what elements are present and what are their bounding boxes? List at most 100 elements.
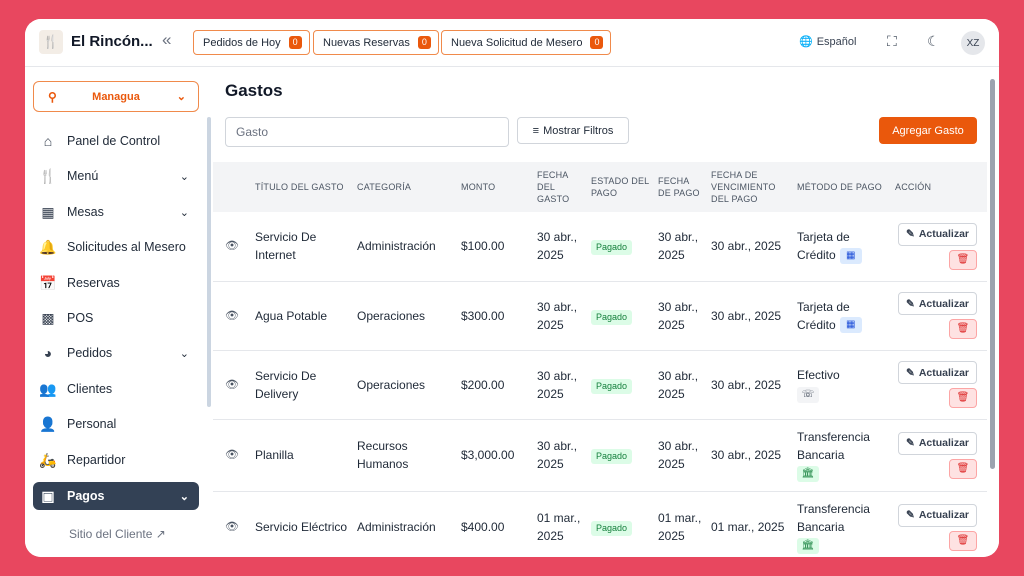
sidebar-item-menu[interactable]: 🍴 Menú ⌄ — [33, 162, 199, 190]
sidebar-item-label: POS — [67, 311, 94, 325]
sidebar-item-dashboard[interactable]: ⌂ Panel de Control — [33, 127, 199, 155]
chevron-down-icon: ⌄ — [176, 91, 186, 103]
sidebar-item-delivery[interactable]: 🛵 Repartidor — [33, 446, 199, 474]
language-label: Español — [816, 35, 857, 48]
client-site-link[interactable]: Sitio del Cliente ↗ — [69, 527, 166, 541]
update-button[interactable]: ✎ Actualizar — [898, 431, 977, 455]
delete-trash-icon[interactable]: 🗑 — [949, 249, 977, 270]
sidebar-item-pos[interactable]: ▩ POS — [33, 304, 199, 332]
fullscreen-icon[interactable]: ⛶ — [887, 33, 897, 49]
column-header: Acción — [891, 162, 987, 212]
client-site-label: Sitio del Cliente — [69, 527, 153, 541]
cash-icon: ☏ — [797, 386, 819, 403]
payment-method-label: Tarjeta de Crédito — [797, 299, 850, 332]
cloche-icon: ◕ — [43, 345, 53, 361]
status-badge: Pagado — [591, 378, 633, 394]
delete-trash-icon[interactable]: 🗑 — [949, 388, 977, 408]
expense-title: Planilla — [251, 419, 353, 492]
waiter-requests-pill[interactable]: Nueva Solicitud de Mesero 0 — [441, 30, 612, 55]
view-eye-icon[interactable]: 👁 — [213, 350, 251, 420]
sidebar-scrollbar[interactable] — [207, 117, 211, 407]
staff-icon: 👤 — [39, 415, 57, 432]
collapse-sidebar-icon[interactable]: « — [162, 30, 172, 49]
main-scrollbar[interactable] — [990, 79, 995, 469]
expense-amount: $300.00 — [457, 281, 533, 351]
users-icon: 👥 — [39, 380, 57, 397]
top-bar: 🍴 El Rincón... « Pedidos de Hoy 0 Nuevas… — [25, 19, 999, 67]
expense-title: Servicio De Delivery — [251, 350, 353, 420]
payment-method-cell: Tarjeta de Crédito ▦ — [793, 212, 891, 282]
expense-amount: $3,000.00 — [457, 419, 533, 492]
expense-category: Operaciones — [353, 281, 457, 351]
table-row: 👁 Agua Potable Operaciones $300.00 30 ab… — [213, 281, 987, 351]
sidebar-item-orders[interactable]: ◕ Pedidos ⌄ — [33, 339, 199, 367]
globe-icon: 🌐 — [799, 36, 813, 48]
payment-date: 01 mar., 2025 — [654, 491, 707, 557]
payment-method-label: Efectivo — [797, 368, 840, 383]
edit-icon: ✎ — [906, 437, 915, 449]
column-header: Método de Pago — [793, 162, 891, 212]
payment-status-cell: Pagado — [587, 419, 654, 492]
table-row: 👁 Servicio Eléctrico Administración $400… — [213, 491, 987, 557]
payment-method-cell: Efectivo ☏ — [793, 350, 891, 420]
view-eye-icon[interactable]: 👁 — [213, 419, 251, 492]
language-selector[interactable]: 🌐 Español — [799, 35, 857, 49]
update-label: Actualizar — [918, 297, 969, 310]
update-label: Actualizar — [918, 366, 969, 379]
payment-status-cell: Pagado — [587, 281, 654, 351]
show-filters-button[interactable]: ≡ Mostrar Filtros — [517, 117, 629, 144]
show-filters-label: Mostrar Filtros — [543, 124, 614, 137]
todays-orders-pill[interactable]: Pedidos de Hoy 0 — [193, 30, 310, 55]
sidebar-item-tables[interactable]: ▦ Mesas ⌄ — [33, 198, 199, 226]
new-reservations-pill[interactable]: Nuevas Reservas 0 — [313, 30, 439, 55]
sidebar-item-label: Pagos — [67, 489, 105, 503]
delete-trash-icon[interactable]: 🗑 — [949, 458, 977, 479]
column-header: Fecha del Gasto — [533, 162, 587, 212]
view-eye-icon[interactable]: 👁 — [213, 491, 251, 557]
sidebar-item-customers[interactable]: 👥 Clientes — [33, 375, 199, 403]
column-header: Título del Gasto — [251, 162, 353, 212]
expense-amount: $200.00 — [457, 350, 533, 420]
bank-icon: 🏛 — [797, 538, 819, 555]
status-badge: Pagado — [591, 449, 633, 464]
bell-icon: 🔔 — [39, 238, 57, 255]
user-avatar[interactable]: XZ — [961, 31, 985, 55]
action-cell: ✎ Actualizar 🗑 — [891, 212, 987, 282]
payment-date: 30 abr., 2025 — [654, 419, 707, 492]
expense-date: 30 abr., 2025 — [533, 419, 587, 492]
main-content: Gastos ≡ Mostrar Filtros Agregar Gasto T… — [213, 67, 999, 557]
update-button[interactable]: ✎ Actualizar — [898, 361, 977, 384]
payment-method-cell: Transferencia Bancaria 🏛 — [793, 491, 891, 557]
column-header: Fecha de Vencimiento del Pago — [707, 162, 793, 212]
sidebar-item-waiter-requests[interactable]: 🔔 Solicitudes al Mesero — [33, 233, 199, 261]
dark-mode-moon-icon[interactable]: ☾ — [927, 33, 940, 49]
card-icon: ▦ — [839, 317, 862, 334]
delete-trash-icon[interactable]: 🗑 — [949, 530, 977, 551]
location-selector[interactable]: ⚲ Managua ⌄ — [33, 81, 199, 112]
update-button[interactable]: ✎ Actualizar — [898, 503, 977, 527]
sidebar-item-staff[interactable]: 👤 Personal — [33, 410, 199, 438]
expense-title: Servicio De Internet — [251, 212, 353, 282]
sidebar-item-label: Menú — [67, 169, 99, 183]
view-eye-icon[interactable]: 👁 — [213, 212, 251, 282]
calendar-icon: 📅 — [39, 274, 57, 291]
payment-date: 30 abr., 2025 — [654, 212, 707, 282]
sidebar-item-reservations[interactable]: 📅 Reservas — [33, 269, 199, 297]
pill-count: 0 — [590, 36, 604, 49]
expense-date: 30 abr., 2025 — [533, 350, 587, 420]
delete-trash-icon[interactable]: 🗑 — [949, 319, 977, 339]
view-eye-icon[interactable]: 👁 — [213, 281, 251, 351]
scooter-icon: 🛵 — [39, 451, 57, 468]
edit-icon: ✎ — [906, 297, 915, 310]
chevron-down-icon: ⌄ — [179, 206, 189, 219]
search-input[interactable] — [225, 117, 509, 147]
action-cell: ✎ Actualizar 🗑 — [891, 350, 987, 420]
update-button[interactable]: ✎ Actualizar — [898, 222, 977, 246]
update-button[interactable]: ✎ Actualizar — [898, 292, 977, 315]
payment-method-label: Transferencia Bancaria — [797, 501, 870, 534]
map-pin-icon: ⚲ — [48, 89, 57, 104]
sidebar-item-payments[interactable]: ▣ Pagos ⌄ — [33, 482, 199, 510]
action-cell: ✎ Actualizar 🗑 — [891, 281, 987, 351]
add-expense-button[interactable]: Agregar Gasto — [879, 117, 977, 144]
sidebar-item-label: Clientes — [67, 382, 113, 396]
